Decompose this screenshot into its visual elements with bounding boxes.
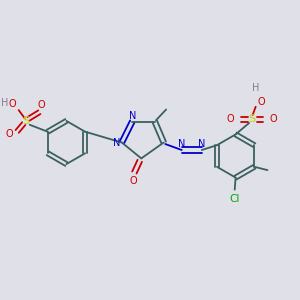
Text: O: O <box>257 97 265 107</box>
Text: N: N <box>129 111 136 121</box>
Text: H: H <box>1 98 8 108</box>
Text: N: N <box>178 139 185 149</box>
Text: N: N <box>198 139 206 149</box>
Text: S: S <box>248 114 256 124</box>
Text: O: O <box>6 129 14 140</box>
Text: O: O <box>270 114 278 124</box>
Text: N: N <box>113 137 120 148</box>
Text: O: O <box>38 100 46 110</box>
Text: O: O <box>227 114 234 124</box>
Text: S: S <box>22 116 30 126</box>
Text: Cl: Cl <box>229 194 239 205</box>
Text: O: O <box>129 176 137 186</box>
Text: O: O <box>9 99 16 109</box>
Text: H: H <box>252 83 260 93</box>
